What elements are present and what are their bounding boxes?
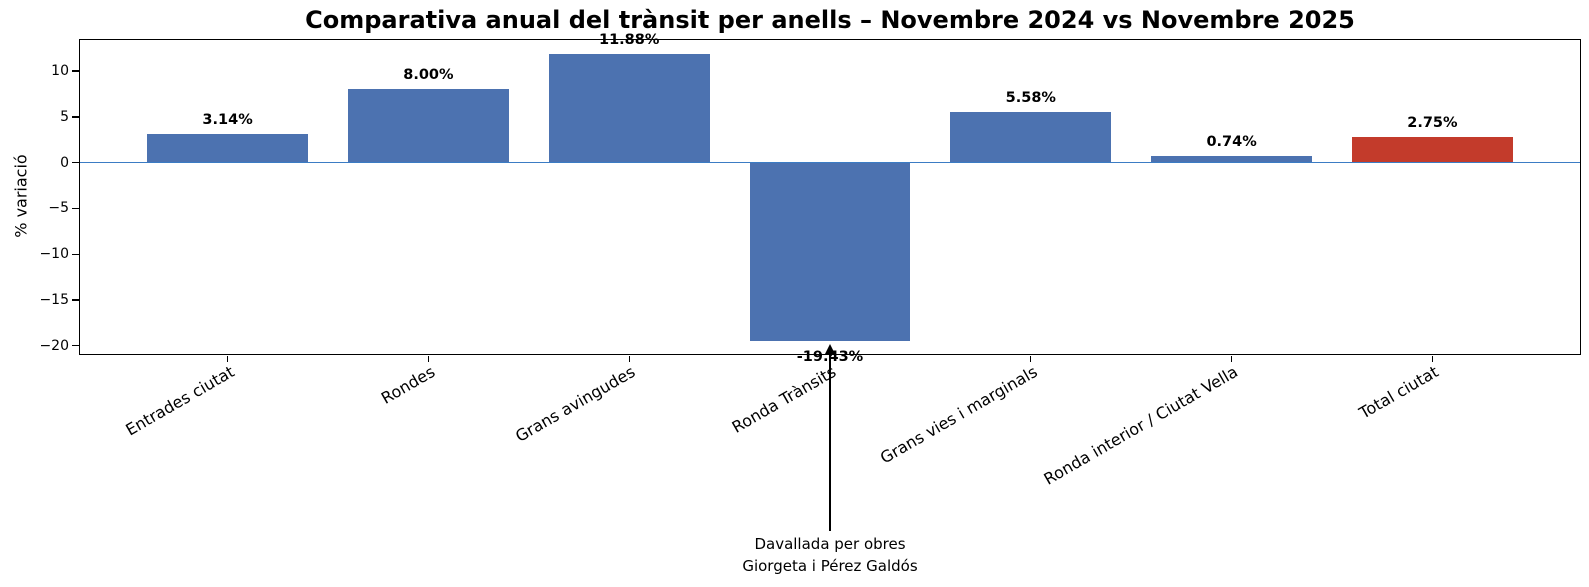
x-tick-label: Grans vies i marginals xyxy=(876,362,1041,468)
bar xyxy=(348,89,509,163)
y-tick-label: −20 xyxy=(39,337,69,354)
x-tick-label: Ronda Trànsits xyxy=(728,362,840,437)
x-tick-mark xyxy=(427,355,430,362)
y-tick-label: −15 xyxy=(39,292,69,309)
annotation-text-line-1: Davallada per obres xyxy=(754,535,906,553)
bar-value-label: 11.88% xyxy=(598,31,660,48)
bar-value-label: 2.75% xyxy=(1407,115,1458,132)
y-tick-label: −5 xyxy=(48,200,69,217)
y-tick-label: −10 xyxy=(39,246,69,263)
bar-value-label: 5.58% xyxy=(1005,89,1056,106)
zero-baseline xyxy=(80,161,1580,164)
y-tick-mark xyxy=(72,207,79,210)
y-tick-mark xyxy=(72,345,79,347)
y-tick-mark xyxy=(72,162,79,164)
y-tick-mark xyxy=(72,70,79,72)
chart-title: Comparativa anual del trànsit per anells… xyxy=(305,6,1355,34)
x-tick-mark xyxy=(1431,355,1434,362)
bar-value-label: 3.14% xyxy=(202,111,253,128)
bar xyxy=(1151,155,1312,163)
bar-value-label: 0.74% xyxy=(1206,133,1257,150)
y-tick-label: 5 xyxy=(60,108,69,125)
x-tick-label: Entrades ciutat xyxy=(121,362,238,440)
x-tick-mark xyxy=(1230,355,1233,362)
y-axis-title: % variació xyxy=(11,154,31,238)
annotation-arrow-head-icon xyxy=(825,343,835,354)
x-tick-label: Grans avingudes xyxy=(512,362,639,446)
x-tick-mark xyxy=(226,355,229,362)
bar xyxy=(950,111,1112,163)
x-tick-mark xyxy=(628,355,630,362)
annotation-text-line-2: Giorgeta i Pérez Galdós xyxy=(742,557,918,575)
x-tick-label: Ronda interior / Ciutat Vella xyxy=(1040,362,1242,489)
bar xyxy=(548,53,710,163)
y-tick-mark xyxy=(72,253,79,255)
y-tick-label: 10 xyxy=(51,63,69,80)
x-tick-mark xyxy=(1030,355,1032,362)
y-tick-mark xyxy=(72,116,79,118)
x-tick-label: Rondes xyxy=(377,362,438,408)
annotation-arrow-line xyxy=(829,352,831,531)
bar xyxy=(147,133,308,163)
y-tick-mark xyxy=(72,299,79,301)
annotation-text: Davallada per obres Giorgeta i Pérez Gal… xyxy=(742,533,917,577)
bar xyxy=(749,162,911,341)
bar xyxy=(1352,137,1513,163)
bar-value-label: 8.00% xyxy=(403,67,454,84)
y-tick-label: 0 xyxy=(60,154,69,171)
x-tick-label: Total ciutat xyxy=(1356,362,1442,423)
